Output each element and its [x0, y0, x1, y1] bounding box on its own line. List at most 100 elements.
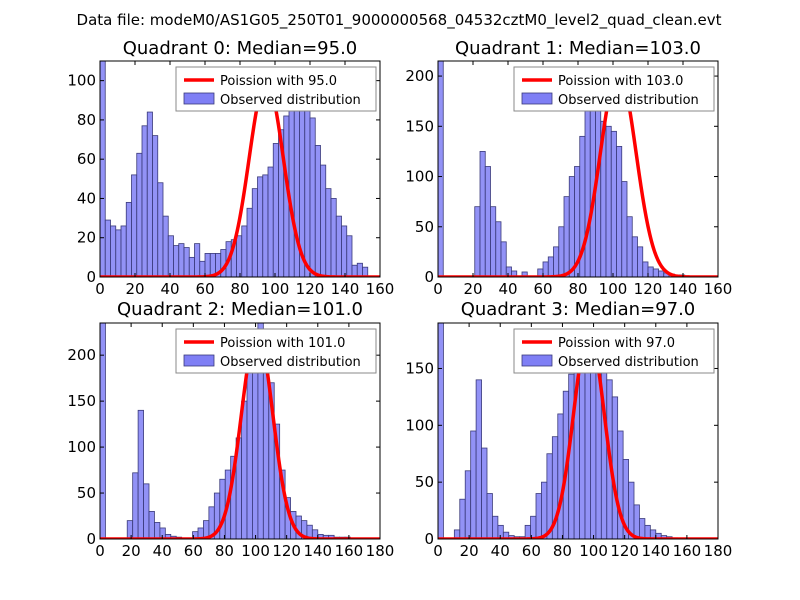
x-tick-label: 20: [122, 542, 141, 560]
histogram-bar: [120, 225, 127, 277]
histogram-bar: [246, 207, 253, 277]
x-tick-label: 160: [335, 542, 364, 560]
x-tick-label: 80: [230, 280, 249, 298]
y-tick-label: 100: [67, 72, 96, 90]
chart-title: Quadrant 1: Median=103.0: [455, 38, 701, 59]
histogram-bar: [309, 117, 316, 277]
legend: Poission with 103.0 Observed distribution: [513, 66, 715, 112]
histogram-bar: [438, 61, 444, 277]
histogram-bar: [541, 481, 548, 539]
histogram-bar: [152, 135, 159, 277]
histogram-bar: [183, 247, 190, 277]
histogram-bar: [159, 527, 166, 539]
x-tick-label: 180: [366, 542, 395, 560]
histogram-bar: [557, 413, 564, 539]
poisson-curve: [100, 330, 380, 539]
histogram-bar: [474, 206, 481, 277]
legend-bar-swatch: [183, 92, 215, 105]
histogram-bar: [146, 111, 153, 277]
y-tick-label: 0: [424, 268, 434, 286]
legend-label-poisson: Poission with 101.0: [220, 336, 345, 351]
x-tick-label: 80: [568, 280, 587, 298]
histogram-bar: [558, 226, 565, 277]
x-tick-label: 40: [491, 542, 510, 560]
histogram-bar: [115, 229, 122, 277]
y-tick-label: 200: [67, 346, 96, 364]
y-tick-label: 40: [77, 189, 96, 207]
x-tick-label: 120: [634, 280, 663, 298]
legend-label-observed: Observed distribution: [220, 355, 361, 370]
histogram-bar: [644, 524, 651, 539]
x-tick-label: 80: [553, 542, 572, 560]
x-tick-label: 40: [153, 542, 172, 560]
histogram-bar: [658, 270, 665, 277]
x-tick-label: 120: [272, 542, 301, 560]
histogram-bar: [479, 151, 486, 277]
x-tick-label: 100: [599, 280, 628, 298]
histogram-bar: [137, 409, 144, 539]
histogram-bar: [131, 174, 138, 277]
chart-title: Quadrant 2: Median=101.0: [117, 299, 363, 320]
plot-area: [100, 323, 380, 539]
histogram-bar: [304, 90, 311, 277]
histogram-bar: [100, 323, 106, 539]
histogram-bar: [500, 241, 507, 277]
x-tick-label: 0: [95, 280, 105, 298]
y-tick-label: 60: [77, 150, 96, 168]
quadrant-1-chart: Quadrant 1: Median=103.0 0 20 40 60 80 100 120…: [405, 38, 732, 298]
legend-label-observed: Observed distribution: [558, 93, 699, 108]
x-tick-label: 140: [331, 280, 360, 298]
histogram-bar: [341, 225, 348, 277]
histogram-bar: [584, 95, 591, 277]
histogram-bar: [288, 99, 295, 277]
legend-label-observed: Observed distribution: [558, 355, 699, 370]
histogram-bar: [104, 219, 111, 277]
histogram-bar: [148, 511, 155, 539]
histogram-bar: [475, 379, 482, 539]
histogram-bar: [267, 166, 274, 277]
histogram-bar: [162, 215, 169, 277]
x-tick-label: 60: [184, 542, 203, 560]
histogram-bar: [325, 188, 332, 277]
y-tick-label: 50: [77, 484, 96, 502]
histogram-bar: [568, 176, 575, 277]
histogram-bar: [110, 225, 117, 277]
histogram-bar: [241, 225, 248, 277]
x-tick-label: 100: [579, 542, 608, 560]
histogram-bar: [252, 350, 259, 539]
histogram-bar: [330, 198, 337, 277]
histogram-bar: [547, 256, 554, 277]
x-tick-label: 40: [160, 280, 179, 298]
histogram-bar: [553, 246, 560, 277]
histogram-bar: [314, 145, 321, 277]
x-tick-label: 160: [673, 542, 702, 560]
y-tick-label: 80: [77, 111, 96, 129]
histogram-bar: [362, 266, 369, 277]
histogram-bar: [167, 235, 174, 277]
legend: Poission with 95.0 Observed distribution: [175, 66, 377, 112]
histogram-bar: [631, 236, 638, 277]
histogram-bar: [535, 493, 542, 539]
histogram-bar: [524, 524, 531, 539]
y-tick-label: 200: [405, 67, 434, 85]
x-tick-label: 160: [366, 280, 395, 298]
histogram-bar: [633, 504, 640, 539]
y-tick-label: 50: [415, 218, 434, 236]
histogram-bar: [141, 125, 148, 277]
histogram-bar: [464, 470, 472, 539]
x-tick-label: 80: [215, 542, 234, 560]
histogram-bar: [616, 145, 623, 277]
axes-frame: [437, 322, 719, 540]
figure-title: Data file: modeM0/AS1G05_250T01_90000005…: [77, 11, 722, 30]
histogram-bar: [132, 472, 139, 539]
histogram-bar: [236, 235, 243, 277]
histogram-bar: [490, 206, 497, 277]
y-tick-label: 150: [405, 117, 434, 135]
histogram-bar: [204, 253, 211, 277]
histogram-bar: [495, 221, 502, 277]
histogram-bar: [100, 61, 106, 277]
histogram-bar: [262, 174, 269, 277]
histogram-bar: [356, 262, 363, 277]
histogram-bar: [173, 245, 180, 277]
y-tick-label: 20: [77, 229, 96, 247]
